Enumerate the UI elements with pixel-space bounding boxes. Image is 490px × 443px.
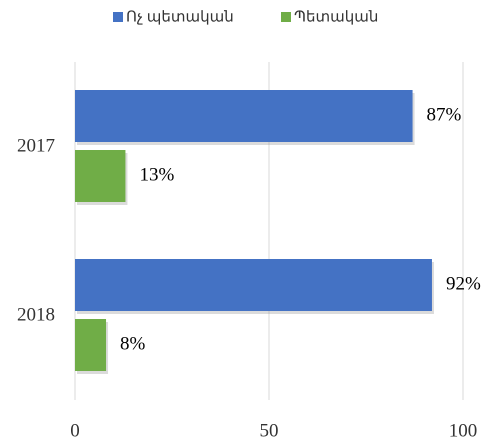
x-tick-label: 50 [260,420,279,441]
data-label: 92% [446,273,481,294]
legend-label: Ոչ պետական [126,9,234,25]
x-tick-label: 100 [449,420,478,441]
data-label: 8% [120,333,146,354]
x-tick-label: 0 [70,420,80,441]
bar [75,150,126,202]
bar [75,259,432,311]
data-label: 87% [427,104,462,125]
y-tick-label: 2018 [17,304,55,325]
y-tick-label: 2017 [17,135,55,156]
bar [75,90,413,142]
legend-swatch [281,12,291,22]
bar [75,319,107,371]
data-label: 13% [139,164,174,185]
legend-swatch [113,12,123,22]
legend-label: Պետական [294,9,378,25]
